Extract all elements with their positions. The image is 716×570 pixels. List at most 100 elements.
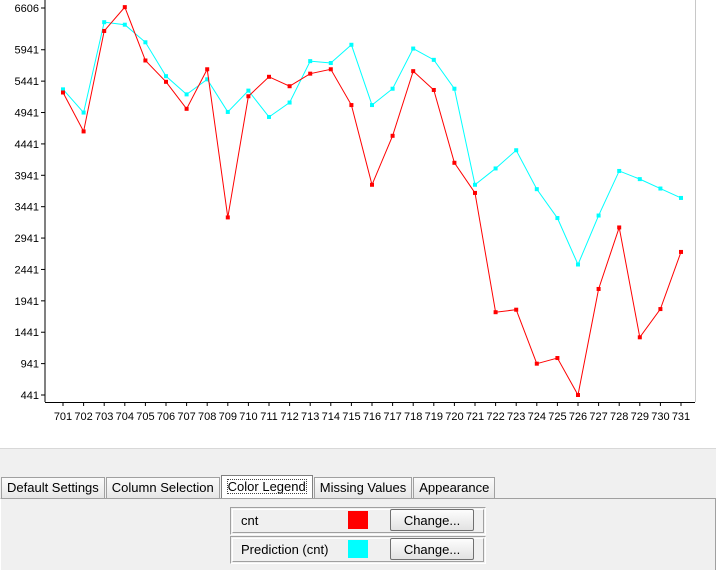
x-axis-labels: 701 702 703 704 705 706 707 708 709 710 711 712 713 7… [54,402,690,423]
y-tick-label: 441 [21,390,39,402]
x-tick-label: 715 [342,411,360,423]
data-point [596,213,601,218]
data-point [205,77,210,82]
data-point [328,60,333,65]
data-point [473,190,477,195]
data-point [637,177,642,182]
y-tick-label: 3941 [15,170,39,182]
x-tick-label: 728 [610,411,628,423]
legend-label: Prediction (cnt) [241,542,329,557]
x-tick-label: 719 [425,411,443,423]
x-tick-label: 703 [95,411,113,423]
data-point [164,74,168,79]
y-tick-label: 941 [21,359,39,371]
tab-label: Color Legend [226,479,307,494]
color-swatch [348,511,368,529]
data-point [143,40,148,45]
data-point [225,109,230,114]
data-point [411,46,416,51]
data-point [122,22,127,27]
x-tick-label: 714 [322,411,340,423]
data-point [205,67,210,72]
x-tick-label: 708 [198,411,216,423]
plot-area: 441 941 1441 1941 2441 2941 3441 3941 4441 4941 54… [0,0,716,448]
y-tick-label: 2441 [15,264,39,276]
x-tick-label: 724 [528,411,546,423]
data-point [184,106,189,111]
chart-series [61,5,683,397]
x-tick-label: 725 [548,411,566,423]
data-point [431,87,436,92]
legend-row-prediction: Prediction (cnt) Change... [230,536,486,564]
y-axis-labels: 441 941 1441 1941 2441 2941 3441 3941 4441 4941 54… [15,3,45,402]
data-point [576,393,580,397]
tab-appearance[interactable]: Appearance [413,477,496,498]
x-tick-label: 713 [301,411,319,423]
data-point [555,356,560,361]
tab-default-settings[interactable]: Default Settings [1,477,105,498]
panel-divider [0,448,716,473]
x-tick-label: 721 [466,411,484,423]
color-legend: cnt Change... Prediction (cnt) Change... [230,507,486,565]
data-point [431,57,436,62]
x-tick-label: 705 [136,411,154,423]
x-tick-label: 722 [486,411,504,423]
x-tick-label: 710 [239,411,257,423]
tab-missing-values[interactable]: Missing Values [313,477,413,498]
data-point [617,225,622,230]
y-tick-label: 6606 [15,3,39,15]
data-point [246,94,251,99]
data-point [576,262,580,267]
data-point [555,216,560,221]
y-tick-label: 5941 [15,45,39,57]
color-swatch [348,540,368,558]
x-tick-label: 720 [445,411,463,423]
data-point [349,42,354,47]
y-tick-label: 4941 [15,108,39,120]
data-point [370,103,374,108]
data-point [349,103,354,108]
x-tick-label: 706 [157,411,175,423]
y-tick-label: 3441 [15,202,39,214]
chart-axes [44,0,696,403]
x-tick-label: 709 [219,411,237,423]
data-point [596,286,601,291]
x-tick-label: 729 [631,411,649,423]
data-point [287,84,292,89]
settings-tab-bar: Default Settings Column Selection Color … [1,475,496,499]
data-point [493,166,498,171]
data-point [637,335,642,340]
x-tick-label: 731 [672,411,690,423]
series-prediction-cnt [61,20,683,267]
data-point [61,90,65,95]
x-tick-label: 704 [116,411,134,423]
data-point [122,5,127,10]
x-tick-label: 726 [569,411,587,423]
data-point [164,79,168,84]
data-point [267,74,271,79]
data-point [534,187,539,192]
x-tick-label: 712 [280,411,298,423]
change-color-button[interactable]: Change... [390,538,474,560]
tab-color-legend[interactable]: Color Legend [220,475,313,498]
series-line [62,6,682,397]
data-point [308,71,313,76]
data-point [617,168,622,173]
data-point [658,307,663,312]
legend-row-cnt: cnt Change... [230,507,486,535]
y-tick-label: 4441 [15,139,39,151]
color-legend-panel: cnt Change... Prediction (cnt) Change... [0,498,716,570]
series-line [62,21,682,266]
data-point [679,195,683,200]
data-point [225,215,230,220]
data-point [246,88,251,93]
data-point [184,92,189,97]
data-point [679,249,683,254]
data-point [287,100,292,105]
legend-label: cnt [241,513,259,528]
data-point [328,67,333,72]
change-color-button[interactable]: Change... [390,509,474,531]
x-tick-label: 727 [589,411,607,423]
data-point [81,110,86,115]
tab-column-selection[interactable]: Column Selection [105,477,220,498]
